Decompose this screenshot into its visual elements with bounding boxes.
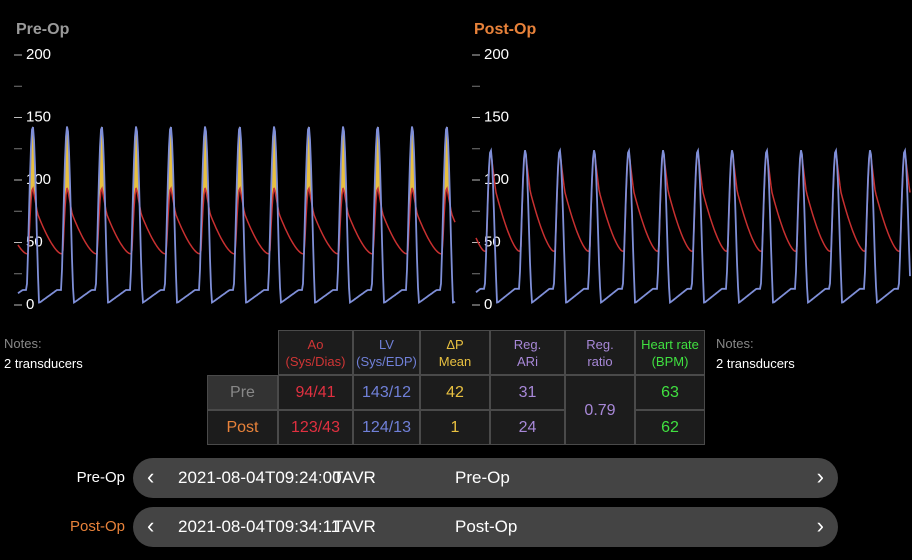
y-tick-label: 200 bbox=[484, 46, 509, 63]
panel-title: Pre-Op bbox=[16, 21, 70, 38]
panel-title: Post-Op bbox=[474, 21, 536, 38]
column-header: Ao (Sys/Dias) bbox=[278, 330, 353, 375]
y-tick-label: 0 bbox=[484, 296, 492, 313]
next-button[interactable]: › bbox=[816, 513, 824, 538]
session-procedure: TAVR bbox=[333, 468, 376, 487]
y-tick-label: 50 bbox=[484, 233, 501, 250]
notes: 2 transducers bbox=[4, 356, 83, 371]
row-label: Pre bbox=[207, 375, 278, 410]
header-text: Ao bbox=[307, 336, 324, 352]
y-tick-label: 50 bbox=[26, 233, 43, 250]
header-text: (BPM) bbox=[651, 353, 689, 369]
table-value: 1 bbox=[420, 410, 490, 445]
prev-button[interactable]: ‹ bbox=[147, 513, 155, 538]
column-header: Heart rate (BPM) bbox=[635, 330, 705, 375]
session-date: 2021-08-04T09:24:00 bbox=[178, 468, 342, 487]
column-header: Reg. ARi bbox=[490, 330, 565, 375]
column-header: ΔP Mean bbox=[420, 330, 490, 375]
y-tick-label: 200 bbox=[26, 46, 51, 63]
lv-trace bbox=[475, 147, 911, 305]
header-text: (Sys/EDP) bbox=[356, 353, 417, 369]
row-label: Post bbox=[207, 410, 278, 445]
table-value: 63 bbox=[635, 375, 705, 410]
y-tick-label: 100 bbox=[484, 171, 509, 188]
table-value: 124/13 bbox=[353, 410, 420, 445]
session-name: Post-Op bbox=[455, 517, 518, 536]
session-name: Pre-Op bbox=[455, 468, 510, 487]
header-text: ΔP bbox=[446, 336, 464, 352]
table-value: 123/43 bbox=[278, 410, 353, 445]
table-value: 94/41 bbox=[278, 375, 353, 410]
header-text: LV bbox=[379, 336, 394, 352]
table-value: 143/12 bbox=[353, 375, 420, 410]
column-header: LV (Sys/EDP) bbox=[353, 330, 420, 375]
y-tick-label: 150 bbox=[484, 108, 509, 125]
session-procedure: TAVR bbox=[333, 517, 376, 536]
y-tick-label: 150 bbox=[26, 108, 51, 125]
header-text: Reg. bbox=[513, 336, 542, 352]
table-value: 31 bbox=[490, 375, 565, 410]
notes-label: Notes: bbox=[4, 336, 42, 351]
header-text: (Sys/Dias) bbox=[285, 353, 346, 369]
header-text: ratio bbox=[587, 353, 613, 369]
next-button[interactable]: › bbox=[816, 464, 824, 489]
prev-button[interactable]: ‹ bbox=[147, 464, 155, 489]
header-text: Reg. bbox=[586, 336, 614, 352]
notes-label: Notes: bbox=[716, 336, 754, 351]
table-value: 0.79 bbox=[565, 375, 635, 445]
session-label: Post-Op bbox=[69, 518, 125, 535]
y-tick-label: 0 bbox=[26, 296, 34, 313]
notes: 2 transducers bbox=[716, 356, 795, 371]
lv-trace bbox=[17, 126, 456, 305]
table-value: 24 bbox=[490, 410, 565, 445]
session-label: Pre-Op bbox=[76, 469, 125, 486]
table-value: 42 bbox=[420, 375, 490, 410]
header-text: ARi bbox=[517, 353, 538, 369]
table-value: 62 bbox=[635, 410, 705, 445]
session-date: 2021-08-04T09:34:11 bbox=[178, 517, 341, 536]
column-header: Reg. ratio bbox=[565, 330, 635, 375]
session-selector: ‹ 2021-08-04T09:24:00 TAVR Pre-Op › bbox=[133, 458, 838, 498]
header-text: Mean bbox=[438, 353, 472, 369]
header-text: Heart rate bbox=[641, 336, 699, 352]
session-selector: ‹ 2021-08-04T09:34:11 TAVR Post-Op › bbox=[133, 507, 838, 547]
